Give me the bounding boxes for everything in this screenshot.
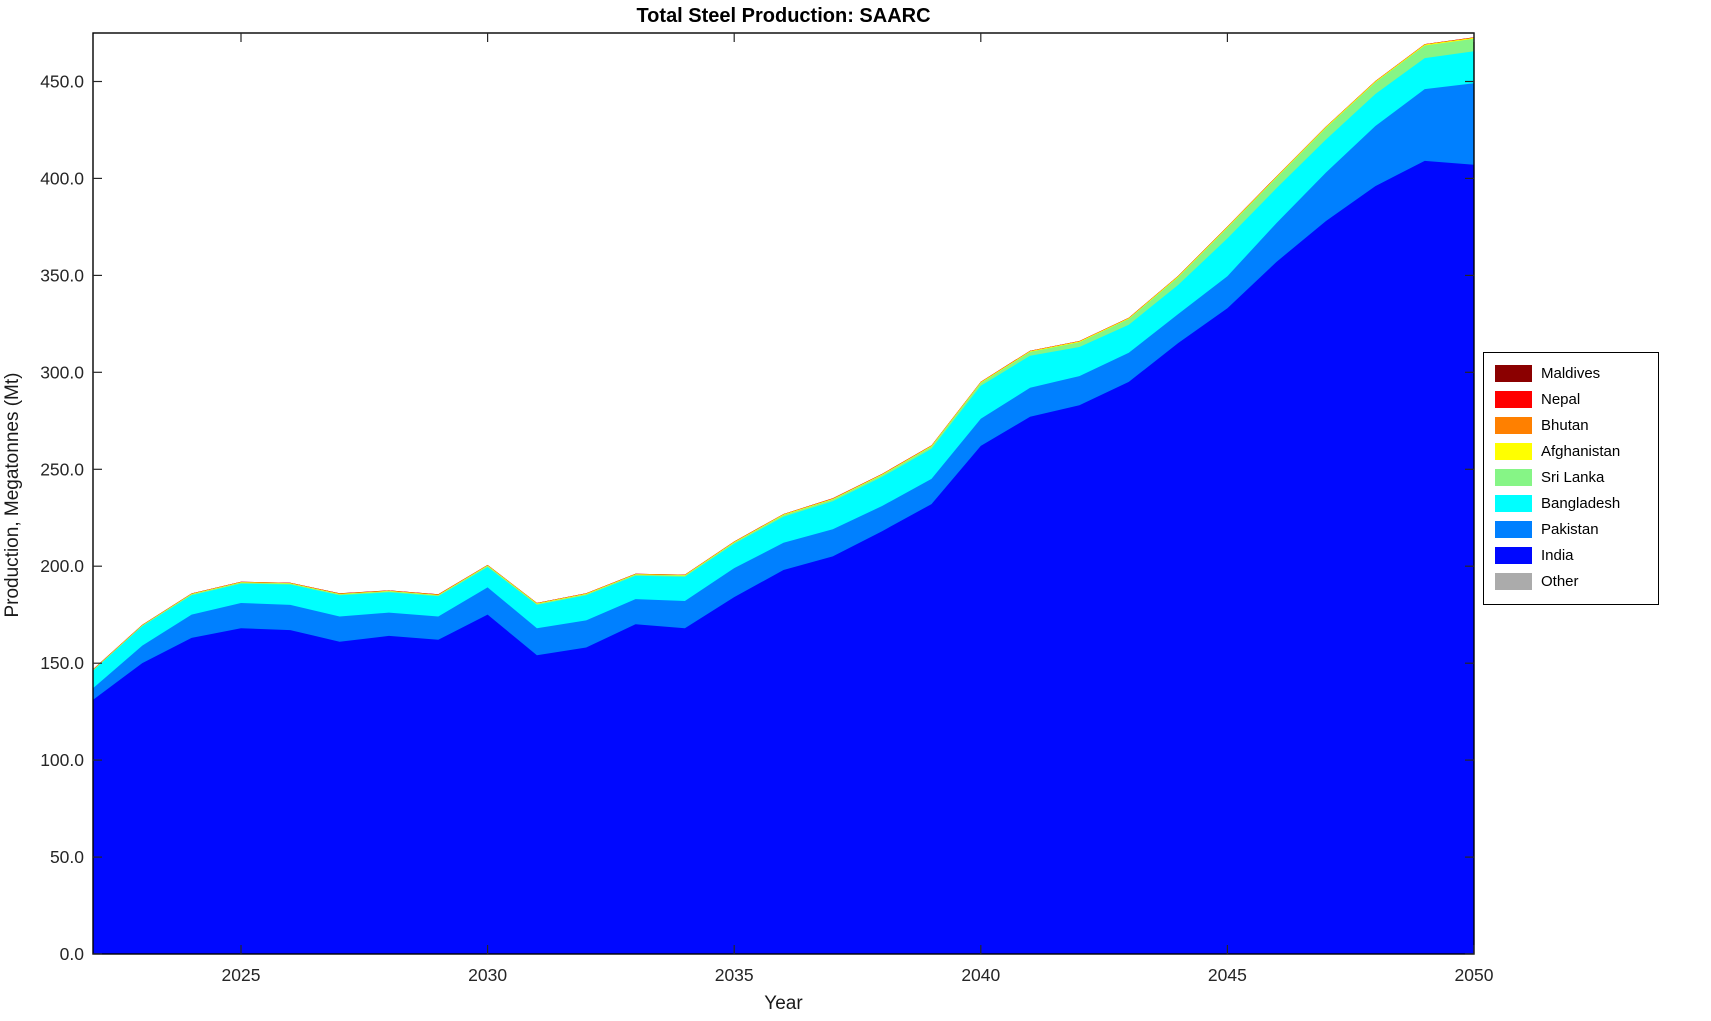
legend-label: Bangladesh [1541,494,1621,512]
legend-label: India [1541,546,1574,564]
legend-label: Afghanistan [1541,442,1621,460]
y-tick-label: 300.0 [40,362,84,382]
legend-swatch-bangladesh [1495,494,1532,512]
legend-row-other: Other [1495,568,1658,594]
legend-row-afghanistan: Afghanistan [1495,438,1658,464]
y-axis-label: Production, Megatonnes (Mt) [2,372,23,618]
legend-row-maldives: Maldives [1495,360,1658,386]
y-tick-label: 100.0 [40,750,84,770]
legend-label: Other [1541,572,1579,590]
x-tick-label: 2030 [468,965,507,985]
legend-row-india: India [1495,542,1658,568]
legend-label: Maldives [1541,364,1601,382]
legend-row-nepal: Nepal [1495,386,1658,412]
axis-ticks [93,33,1475,955]
x-tick-label: 2035 [715,965,754,985]
legend-label: Nepal [1541,390,1581,408]
x-tick-label: 2040 [961,965,1000,985]
y-tick-label: 150.0 [40,653,84,673]
y-tick-label: 200.0 [40,556,84,576]
x-tick-label: 2050 [1455,965,1494,985]
legend-label: Sri Lanka [1541,468,1605,486]
area-india [93,160,1474,954]
legend-swatch-other [1495,572,1532,590]
legend-row-sri-lanka: Sri Lanka [1495,464,1658,490]
y-tick-label: 250.0 [40,459,84,479]
plot-border [92,32,1475,955]
y-tick-labels: 0.0 50.0 100.0 150.0 200.0 250.0 300.0 350.0 400… [40,72,84,965]
legend-row-pakistan: Pakistan [1495,516,1658,542]
legend-swatch-india [1495,546,1532,564]
x-tick-labels: 2025 2030 2035 2040 2045 2050 [222,965,1494,985]
x-axis-label: Year [764,993,803,1014]
y-tick-label: 0.0 [60,944,85,964]
x-tick-label: 2025 [222,965,261,985]
legend-swatch-maldives [1495,364,1532,382]
legend: Maldives Nepal Bhutan Afghanistan Sri Lanka B… [1483,352,1659,605]
stacked-areas [93,37,1474,955]
legend-swatch-bhutan [1495,416,1532,434]
legend-label: Pakistan [1541,520,1599,538]
legend-row-bangladesh: Bangladesh [1495,490,1658,516]
y-tick-label: 50.0 [50,847,84,867]
legend-row-bhutan: Bhutan [1495,412,1658,438]
legend-swatch-sri-lanka [1495,468,1532,486]
x-tick-label: 2045 [1208,965,1247,985]
y-tick-label: 350.0 [40,265,84,285]
legend-swatch-pakistan [1495,520,1532,538]
legend-swatch-nepal [1495,390,1532,408]
legend-swatch-afghanistan [1495,442,1532,460]
y-tick-label: 400.0 [40,168,84,188]
chart-title: Total Steel Production: SAARC [636,5,931,27]
legend-label: Bhutan [1541,416,1589,434]
y-tick-label: 450.0 [40,72,84,92]
